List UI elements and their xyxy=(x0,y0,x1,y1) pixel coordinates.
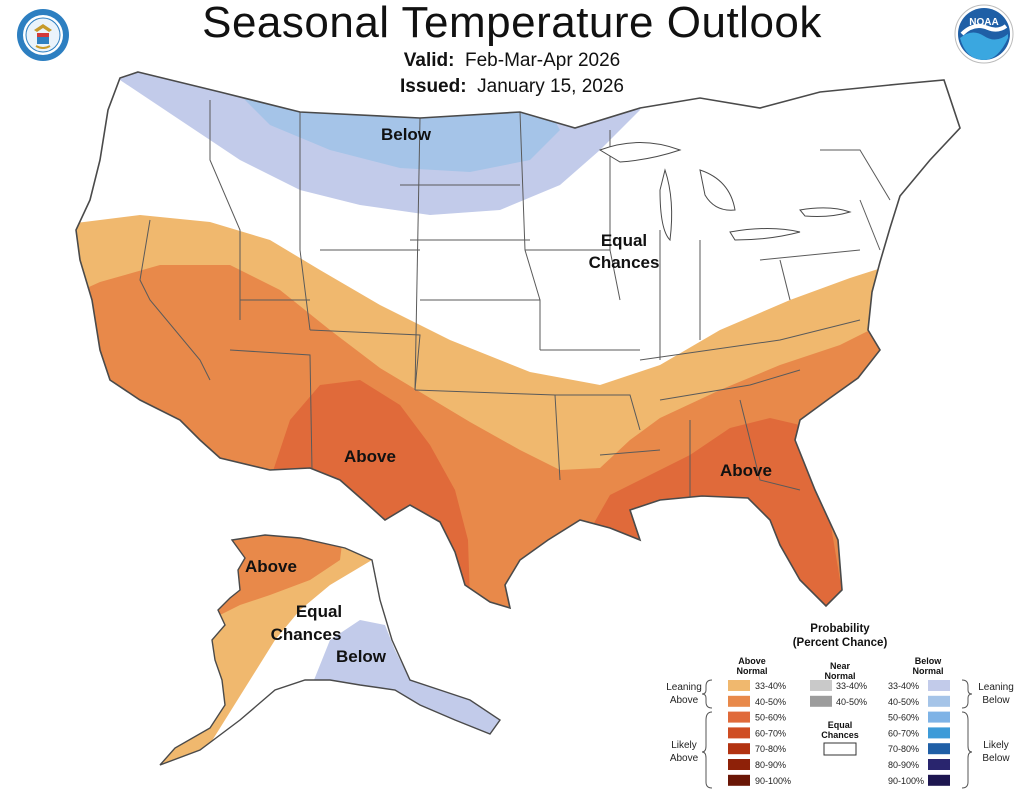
legend-likely-above-2: Above xyxy=(670,753,699,764)
legend-below-swatch-2 xyxy=(928,711,950,723)
legend-above-swatch-3 xyxy=(728,727,750,739)
label-equal-chances-1: Equal xyxy=(601,231,647,250)
label-alaska-above: Above xyxy=(245,557,297,576)
label-alaska-equal-1: Equal xyxy=(296,602,342,621)
legend-above-swatch-1 xyxy=(728,695,750,707)
legend-near-swatch-0 xyxy=(810,680,832,691)
legend-above-label-5: 80-90% xyxy=(755,760,786,770)
legend-above-swatch-5 xyxy=(728,759,750,770)
legend-likely-below-2: Below xyxy=(982,753,1010,764)
legend-above-label-0: 33-40% xyxy=(755,681,786,691)
alaska-above-moderate-region xyxy=(160,535,345,620)
legend-below-swatch-3 xyxy=(928,727,950,739)
legend-above-swatch-6 xyxy=(728,774,750,786)
above-likely-southeast-region xyxy=(590,418,860,608)
below-likely-region xyxy=(240,90,560,172)
legend-leaning-above-1: Leaning xyxy=(666,682,702,693)
legend-brace-leaning-below xyxy=(961,679,973,709)
commerce-seal-icon xyxy=(17,9,69,61)
legend-likely-above-1: Likely xyxy=(671,740,697,751)
legend-below-swatch-4 xyxy=(928,743,950,755)
legend-below-label-5: 80-90% xyxy=(888,760,919,770)
label-alaska-equal-2: Chances xyxy=(271,625,342,644)
label-equal-chances-2: Chances xyxy=(589,253,660,272)
legend-equal-swatch xyxy=(823,742,857,756)
legend-below-swatch-6 xyxy=(928,774,950,786)
legend-above-swatch-2 xyxy=(728,711,750,723)
legend-title-line1: Probability xyxy=(810,623,870,635)
legend-below-label-4: 70-80% xyxy=(888,744,919,754)
alaska-above-lean-region xyxy=(160,535,372,765)
legend-above-swatch-0 xyxy=(728,680,750,691)
alaska-regions xyxy=(160,535,500,765)
legend-above-swatch-4 xyxy=(728,743,750,755)
noaa-logo-text: NOAA xyxy=(969,17,998,28)
label-below-north: Below xyxy=(381,125,432,144)
legend-below-header-2: Normal xyxy=(912,666,943,676)
alaska-below-region xyxy=(310,620,500,760)
noaa-logo-icon: NOAA xyxy=(954,4,1014,64)
legend-title-line2: (Percent Chance) xyxy=(793,637,888,649)
page-title: Seasonal Temperature Outlook xyxy=(202,0,822,47)
legend-likely-below-1: Likely xyxy=(983,740,1009,751)
legend-above-header-2: Normal xyxy=(736,666,767,676)
legend-near-header-2: Normal xyxy=(824,671,855,681)
legend-brace-likely-above xyxy=(701,711,713,789)
above-likely-southwest-region xyxy=(270,380,470,600)
label-above-southwest: Above xyxy=(344,447,396,466)
legend-above-label-3: 60-70% xyxy=(755,728,786,738)
legend-above-label-6: 90-100% xyxy=(755,776,791,786)
legend-brace-likely-below xyxy=(961,711,973,789)
legend-below-header-1: Below xyxy=(915,656,943,666)
issued-label: Issued: xyxy=(400,76,467,97)
probability-legend: Probability (Percent Chance) Above Norma… xyxy=(666,623,1014,789)
legend-below-swatch-5 xyxy=(928,759,950,770)
legend-below-label-1: 40-50% xyxy=(888,697,919,707)
legend-brace-leaning-above xyxy=(701,679,713,709)
issued-line: Issued: January 15, 2026 xyxy=(0,76,1024,98)
valid-value: Feb-Mar-Apr 2026 xyxy=(465,50,621,71)
legend-equal-line2: Chances xyxy=(821,730,859,740)
legend-below-label-6: 90-100% xyxy=(888,776,924,786)
legend-below-label-0: 33-40% xyxy=(888,681,919,691)
label-above-southeast: Above xyxy=(720,461,772,480)
state-boundaries xyxy=(139,100,891,500)
legend-below-swatch-0 xyxy=(928,680,950,691)
legend-leaning-below-2: Below xyxy=(982,695,1010,706)
legend-equal-line1: Equal xyxy=(828,720,853,730)
above-lean-region xyxy=(76,215,960,608)
legend-above-label-4: 70-80% xyxy=(755,744,786,754)
label-alaska-below: Below xyxy=(336,647,387,666)
great-lakes xyxy=(598,142,852,242)
legend-below-label-3: 60-70% xyxy=(888,728,919,738)
conus-outline xyxy=(75,71,961,610)
legend-below-swatch-1 xyxy=(928,695,950,707)
equal-chances-region xyxy=(76,72,960,608)
legend-near-swatch-1 xyxy=(810,695,832,707)
valid-line: Valid: Feb-Mar-Apr 2026 xyxy=(0,50,1024,72)
valid-label: Valid: xyxy=(403,50,455,71)
issued-value: January 15, 2026 xyxy=(477,76,624,97)
legend-above-header-1: Above xyxy=(738,656,766,666)
legend-near-label-0: 33-40% xyxy=(836,681,867,691)
legend-above-label-1: 40-50% xyxy=(755,697,786,707)
legend-below-label-2: 50-60% xyxy=(888,713,919,723)
legend-leaning-above-2: Above xyxy=(670,695,699,706)
legend-near-label-1: 40-50% xyxy=(836,697,867,707)
legend-above-label-2: 50-60% xyxy=(755,713,786,723)
conus-regions xyxy=(76,72,960,608)
legend-leaning-below-1: Leaning xyxy=(978,682,1014,693)
alaska-outline xyxy=(159,534,501,766)
above-moderate-region xyxy=(76,265,960,608)
legend-near-header-1: Near xyxy=(830,661,851,671)
